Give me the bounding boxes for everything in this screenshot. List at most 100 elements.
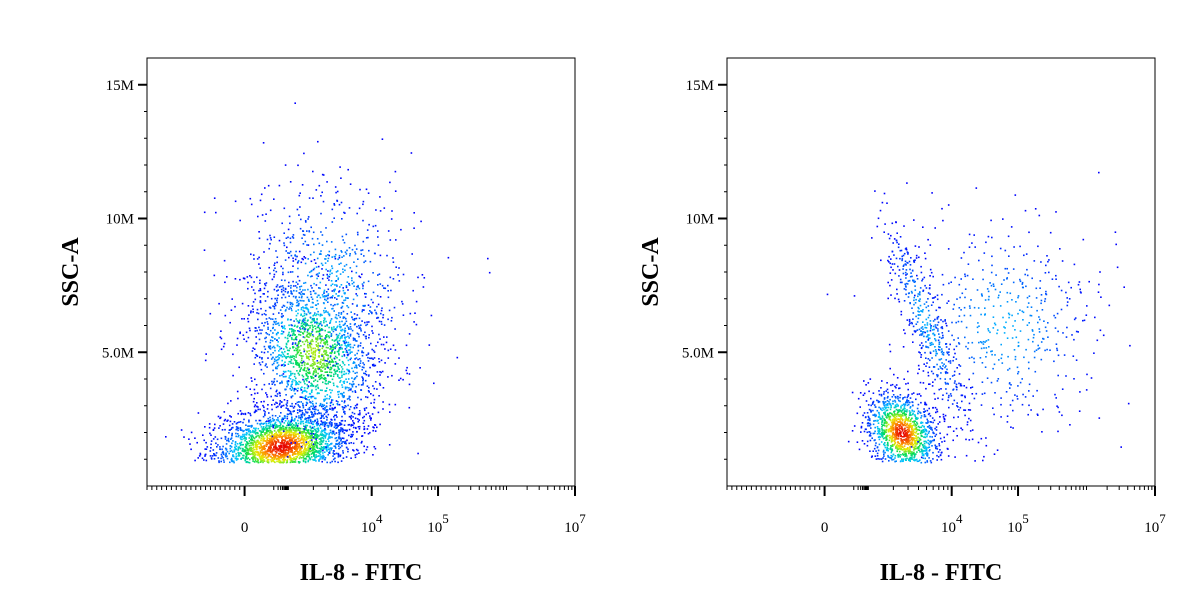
data-point	[891, 423, 894, 425]
data-point	[311, 338, 313, 341]
data-point	[382, 401, 384, 403]
data-point	[311, 324, 314, 327]
data-point	[300, 345, 302, 347]
data-point	[302, 413, 304, 415]
data-point	[370, 342, 372, 345]
data-point	[327, 437, 330, 439]
data-point	[295, 433, 297, 436]
data-point	[312, 405, 314, 408]
data-point	[323, 302, 325, 305]
data-point	[311, 363, 314, 365]
data-point	[190, 431, 193, 434]
y-axis-title: SSC-A	[58, 237, 84, 307]
data-point	[240, 412, 243, 415]
data-point	[346, 313, 349, 315]
data-point	[889, 436, 892, 438]
data-point	[315, 273, 318, 276]
data-point	[851, 430, 854, 432]
data-point	[262, 435, 265, 438]
data-point	[362, 240, 365, 243]
data-point	[343, 424, 346, 426]
data-point	[306, 371, 309, 374]
data-point	[248, 425, 251, 427]
data-point	[309, 458, 312, 460]
data-point	[204, 453, 207, 456]
data-point	[215, 442, 217, 445]
data-point	[357, 284, 359, 287]
data-point	[274, 304, 277, 307]
data-point	[287, 334, 289, 337]
data-point	[260, 447, 262, 449]
data-point	[256, 402, 258, 404]
data-point	[260, 451, 263, 454]
data-point	[343, 400, 346, 402]
data-point	[279, 427, 281, 429]
data-point	[348, 282, 350, 285]
data-point	[384, 287, 387, 290]
data-point	[318, 334, 320, 337]
data-point	[220, 337, 223, 340]
data-point	[274, 338, 276, 340]
data-point	[307, 319, 309, 321]
data-point	[361, 310, 363, 313]
data-point	[319, 454, 322, 456]
data-point	[311, 237, 314, 240]
data-point	[328, 331, 331, 333]
data-point	[301, 453, 303, 455]
data-point	[235, 447, 237, 450]
data-point	[266, 396, 269, 398]
data-point	[258, 446, 260, 448]
data-point	[318, 368, 321, 370]
data-point	[326, 240, 328, 243]
data-point	[305, 370, 307, 372]
data-point	[307, 332, 310, 335]
data-point	[305, 451, 307, 454]
data-point	[342, 381, 345, 383]
data-point	[899, 421, 902, 424]
data-point	[341, 400, 343, 402]
data-point	[365, 396, 367, 398]
data-point	[343, 364, 346, 366]
data-point	[326, 450, 328, 452]
data-point	[331, 433, 334, 435]
data-point	[226, 439, 228, 442]
data-point	[355, 357, 358, 359]
data-point	[291, 309, 293, 312]
data-point	[323, 435, 325, 437]
data-point	[330, 418, 332, 421]
data-point	[344, 251, 347, 253]
data-point	[198, 455, 201, 457]
data-point	[283, 430, 286, 432]
data-point	[312, 395, 315, 398]
data-point	[359, 360, 362, 362]
data-point	[205, 441, 207, 444]
data-point	[337, 295, 339, 297]
data-point	[351, 277, 353, 279]
data-point	[213, 197, 216, 199]
data-point	[272, 434, 275, 436]
data-point	[262, 426, 265, 428]
data-point	[231, 451, 234, 453]
data-point	[328, 313, 331, 316]
data-point	[302, 390, 304, 393]
data-point	[288, 446, 290, 448]
data-point	[302, 439, 304, 441]
data-point	[210, 443, 212, 446]
data-point	[329, 381, 332, 383]
data-point	[342, 289, 345, 292]
data-point	[345, 297, 347, 299]
data-point	[320, 250, 322, 252]
data-point	[337, 336, 339, 339]
data-point	[263, 444, 265, 447]
data-point	[313, 445, 315, 448]
data-point	[327, 366, 329, 369]
data-point	[330, 425, 333, 428]
data-point	[251, 439, 253, 442]
data-point	[216, 446, 218, 448]
data-point	[891, 418, 894, 421]
data-point	[330, 335, 332, 337]
data-point	[320, 338, 323, 341]
data-point	[290, 451, 293, 453]
data-point	[302, 323, 305, 325]
data-point	[319, 366, 321, 369]
